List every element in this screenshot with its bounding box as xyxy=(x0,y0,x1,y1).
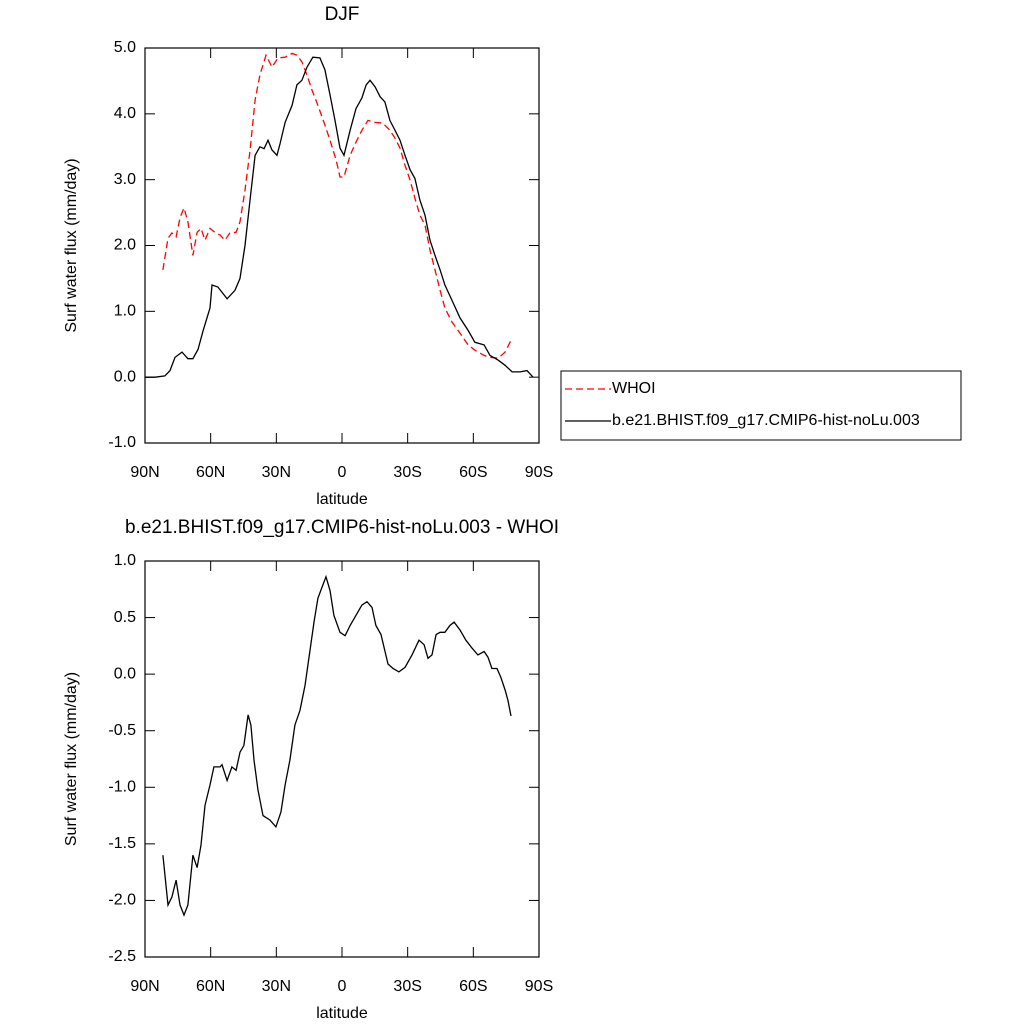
y-tick-label: 0.0 xyxy=(114,665,136,682)
x-tick-label: 90S xyxy=(525,978,553,995)
x-tick-label: 60N xyxy=(196,978,225,995)
x-tick-label: 60N xyxy=(196,464,225,481)
x-axis-label: latitude xyxy=(316,491,368,508)
x-tick-label: 60S xyxy=(459,978,487,995)
chart-title: DJF xyxy=(325,4,360,25)
x-tick-label: 90N xyxy=(130,464,159,481)
y-tick-label: 5.0 xyxy=(114,39,136,56)
legend-label: WHOI xyxy=(612,380,656,397)
x-axis-label: latitude xyxy=(316,1005,368,1022)
y-tick-label: -1.5 xyxy=(108,835,136,852)
y-tick-label: -1.0 xyxy=(108,779,136,796)
x-tick-label: 90N xyxy=(130,978,159,995)
data-line xyxy=(162,574,512,917)
chart-title: b.e21.BHIST.f09_g17.CMIP6-hist-noLu.003 … xyxy=(125,517,559,538)
y-tick-label: 1.0 xyxy=(114,552,136,569)
y-tick-label: 1.0 xyxy=(114,303,136,320)
y-axis-label: Surf water flux (mm/day) xyxy=(63,158,80,332)
x-tick-label: 30N xyxy=(262,978,291,995)
y-tick-label: 3.0 xyxy=(114,171,136,188)
legend-box xyxy=(560,370,962,441)
x-tick-label: 60S xyxy=(459,464,487,481)
x-tick-label: 30S xyxy=(393,464,421,481)
y-tick-label: -0.5 xyxy=(108,722,136,739)
x-tick-label: 0 xyxy=(338,978,347,995)
y-tick-label: -2.5 xyxy=(108,948,136,965)
y-tick-label: 4.0 xyxy=(114,105,136,122)
legend-label: b.e21.BHIST.f09_g17.CMIP6-hist-noLu.003 xyxy=(612,412,920,429)
x-tick-label: 0 xyxy=(338,464,347,481)
y-tick-label: 2.0 xyxy=(114,237,136,254)
plot-frame xyxy=(144,560,540,958)
data-line xyxy=(162,52,512,359)
x-tick-label: 90S xyxy=(525,464,553,481)
data-line xyxy=(145,56,534,378)
y-axis-label: Surf water flux (mm/day) xyxy=(63,672,80,846)
y-tick-label: 0.0 xyxy=(114,368,136,385)
plot-frame xyxy=(144,47,540,444)
x-tick-label: 30S xyxy=(393,978,421,995)
x-tick-label: 30N xyxy=(262,464,291,481)
y-tick-label: -2.0 xyxy=(108,892,136,909)
y-tick-label: -1.0 xyxy=(108,434,136,451)
y-tick-label: 0.5 xyxy=(114,609,136,626)
